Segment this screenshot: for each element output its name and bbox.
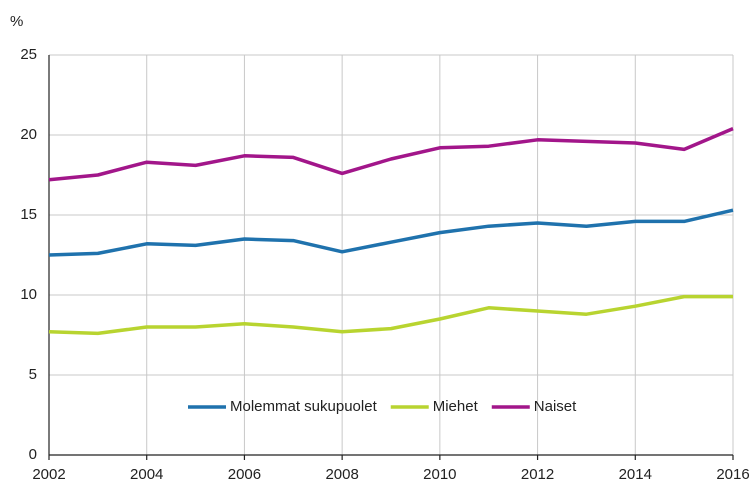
x-tick-label: 2008 — [325, 466, 358, 483]
y-tick-label: 15 — [20, 206, 37, 223]
y-tick-label: 20 — [20, 126, 37, 143]
x-tick-label: 2002 — [32, 466, 65, 483]
y-axis-label: % — [10, 13, 23, 30]
x-tick-label: 2006 — [228, 466, 261, 483]
series-line — [48, 294, 733, 336]
y-tick-label: 0 — [29, 446, 37, 463]
y-tick-label: 5 — [29, 366, 37, 383]
y-tick-label: 25 — [20, 46, 37, 63]
legend-label: Miehet — [433, 398, 479, 415]
x-tick-label: 2014 — [619, 466, 652, 483]
x-tick-label: 2012 — [521, 466, 554, 483]
x-tick-label: 2016 — [716, 466, 749, 483]
legend-label: Molemmat sukupuolet — [230, 398, 378, 415]
series-line — [48, 126, 734, 182]
x-tick-label: 2010 — [423, 466, 456, 483]
legend-label: Naiset — [534, 398, 577, 415]
x-tick-label: 2004 — [130, 466, 163, 483]
y-tick-label: 10 — [20, 286, 37, 303]
series-line — [48, 208, 734, 257]
